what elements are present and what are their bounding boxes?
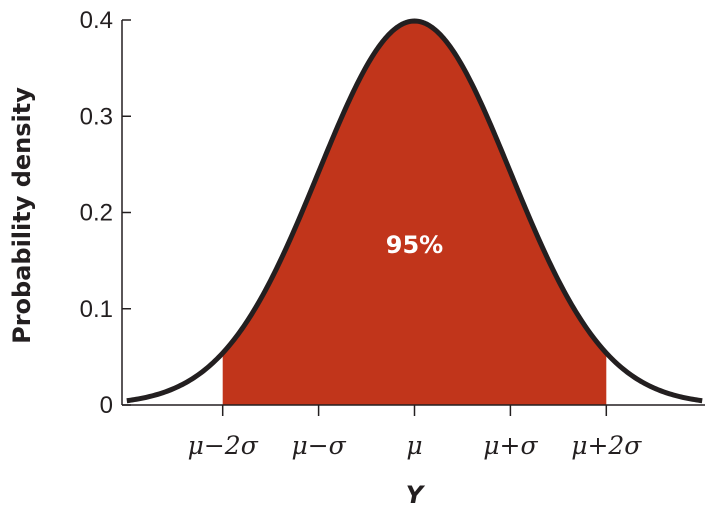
x-tick-label: μ+σ xyxy=(483,431,538,460)
plot-area xyxy=(126,18,703,406)
x-tick-label: μ+2σ xyxy=(571,431,642,460)
y-tick-label: 0.1 xyxy=(80,296,113,323)
y-tick-label: 0 xyxy=(100,392,113,419)
y-axis-title: Probability density xyxy=(8,87,36,344)
x-tick-label: μ−σ xyxy=(291,431,346,460)
y-tick-label: 0.4 xyxy=(80,7,113,34)
y-tick-label: 0.2 xyxy=(80,200,113,227)
y-tick-label: 0.3 xyxy=(80,103,113,130)
y-axis-ticks: 0 0.1 0.2 0.3 0.4 xyxy=(80,7,131,419)
x-tick-label: μ−2σ xyxy=(188,431,259,460)
x-axis-ticks: μ−2σ μ−σ μ μ+σ μ+2σ xyxy=(188,405,642,460)
density-curve xyxy=(126,18,703,404)
shaded-region-label: 95% xyxy=(386,231,443,259)
x-tick-label: μ xyxy=(406,431,422,460)
shaded-area-95-percent xyxy=(222,21,607,406)
x-axis-title: Y xyxy=(406,481,426,509)
